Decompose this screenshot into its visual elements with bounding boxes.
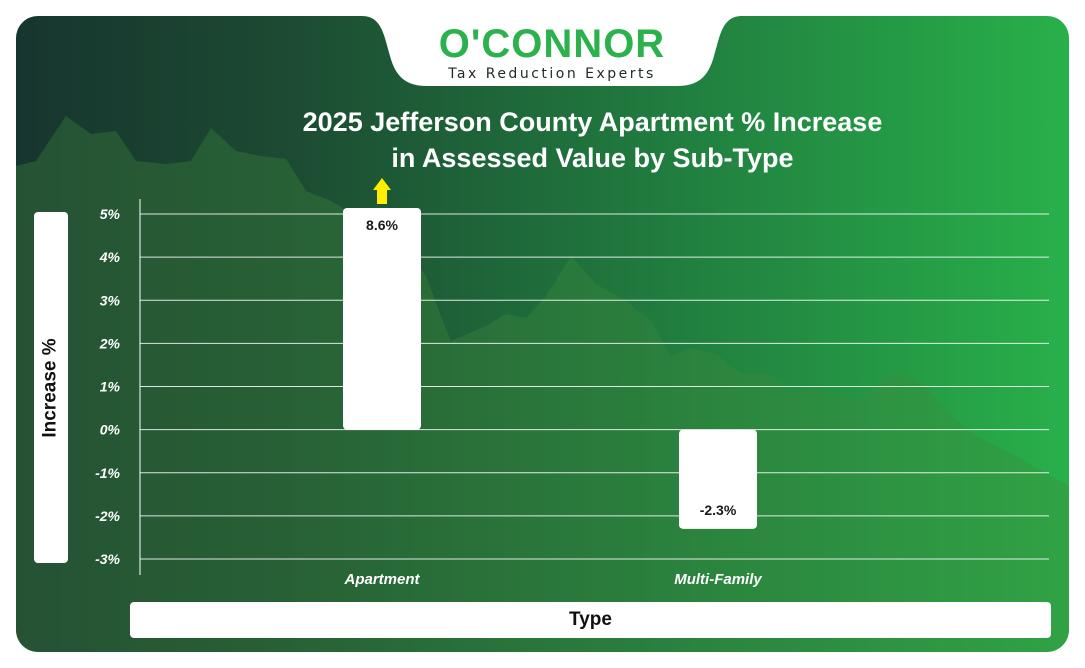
y-axis-label-box [34,212,68,563]
bar-apartment [343,208,421,430]
logo-tagline: Tax Reduction Experts [448,66,656,82]
chart-title: 2025 Jefferson County Apartment % Increa… [166,104,1019,176]
chart-title-line-2: in Assessed Value by Sub-Type [391,143,794,173]
chart-title-line-1: 2025 Jefferson County Apartment % Increa… [302,107,883,137]
y-tick-label: -1% [95,465,120,481]
x-tick-label: Apartment [343,571,420,588]
y-tick-label: 3% [100,292,121,308]
x-axis-label: Type [130,602,1051,638]
y-tick-label: -2% [95,508,120,524]
y-tick-label: 5% [100,206,121,222]
y-tick-label: 1% [100,379,121,395]
chart-card: O'CONNOR Tax Reduction Experts 2025 Jeff… [16,16,1069,652]
data-label: 8.6% [366,217,398,233]
background-mountain [16,116,1069,652]
arrow-up-icon [373,178,391,204]
plot-area: 5% 4% 3% 2% 1% 0% -1% -2% -3% 8.6% Apartment -2.3% M… [95,178,1049,588]
y-tick-label: 2% [99,335,121,351]
bar-multi-family [679,429,757,529]
y-tick-label: -3% [95,551,120,567]
logo-tab: O'CONNOR Tax Reduction Experts [362,16,742,86]
y-tick-label: 0% [100,422,121,438]
data-label: -2.3% [700,502,737,518]
x-tick-label: Multi-Family [674,571,762,588]
logo: O'CONNOR [438,22,666,66]
y-tick-label: 4% [99,249,121,265]
